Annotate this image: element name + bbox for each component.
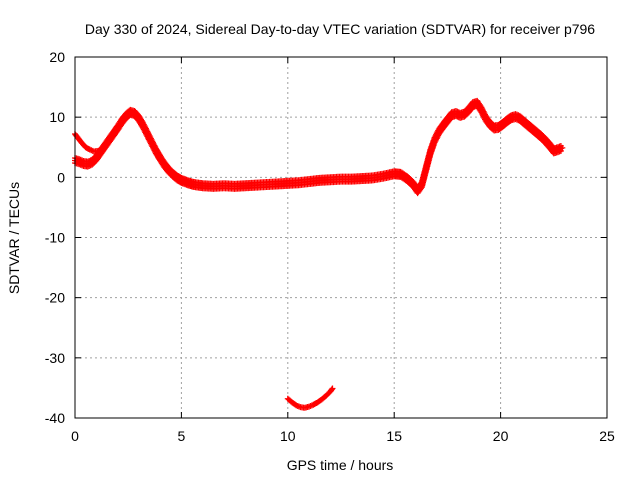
main-band-marker [418,185,425,192]
x-tick-label: 0 [71,428,79,444]
x-tick-label: 20 [493,428,509,444]
chart-title: Day 330 of 2024, Sidereal Day-to-day VTE… [85,21,595,37]
lower-arc-marker [328,386,335,393]
y-tick-label: -40 [45,410,65,426]
y-tick-label: 0 [57,169,65,185]
x-tick-label: 10 [280,428,296,444]
y-tick-label: 10 [49,109,65,125]
lower-arc-marker [329,385,336,392]
main-band-marker [557,147,564,154]
y-tick-label: -20 [45,290,65,306]
y-tick-label: -10 [45,230,65,246]
data-markers [72,97,566,411]
early-decay-marker [103,141,110,148]
y-axis-label: SDTVAR / TECUs [6,182,22,294]
grid-lines [75,57,607,418]
axis-ticks: 0 5 10 15 20 25 -40 -30 -20 -10 0 10 20 [45,49,615,444]
y-tick-label: 20 [49,49,65,65]
early-decay-marker [102,142,109,149]
x-tick-label: 5 [178,428,186,444]
main-band-marker [559,144,566,151]
x-tick-label: 25 [599,428,615,444]
y-tick-label: -30 [45,350,65,366]
x-tick-label: 15 [386,428,402,444]
x-axis-label: GPS time / hours [287,457,394,473]
